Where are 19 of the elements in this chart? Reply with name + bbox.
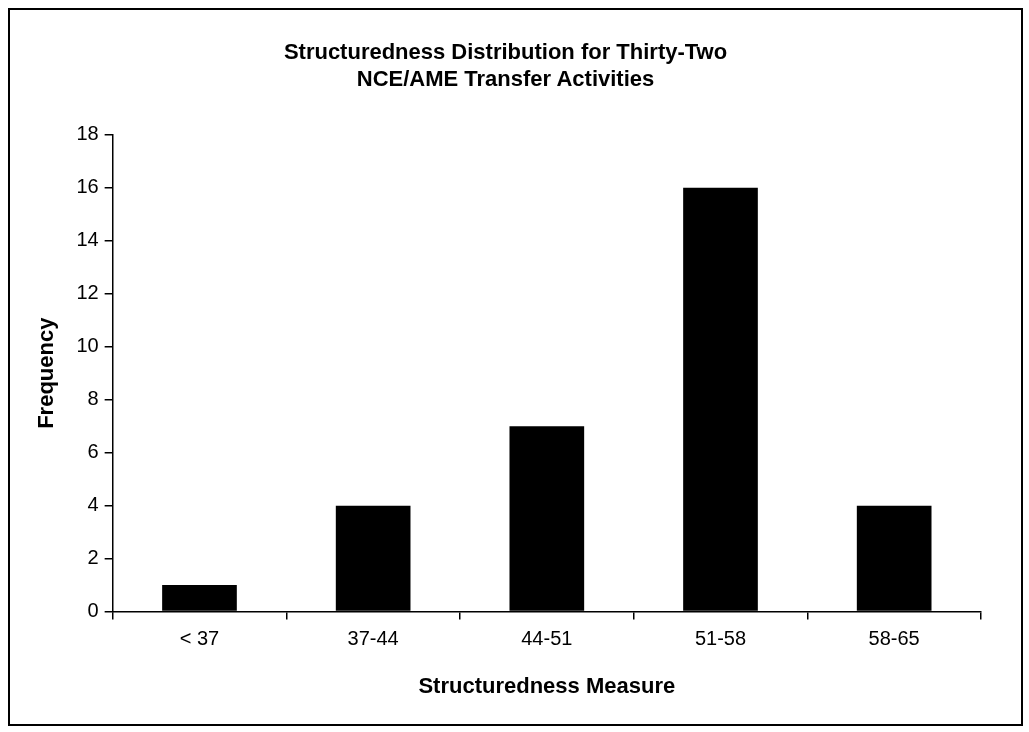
y-tick-label: 16 xyxy=(76,175,99,198)
y-tick-label: 12 xyxy=(76,281,99,304)
y-tick-label: 4 xyxy=(87,493,99,516)
y-tick-label: 8 xyxy=(87,387,99,410)
text: Structuredness Distribution for Thirty-Two xyxy=(283,39,728,65)
y-tick-label: 0 xyxy=(87,599,99,622)
x-tick-label: < 37 xyxy=(179,627,220,650)
y-tick-label: 6 xyxy=(87,440,99,463)
x-tick-label: 37-44 xyxy=(347,627,399,650)
y-axis-title: Frequency xyxy=(33,316,59,429)
x-tick-label: 51-58 xyxy=(694,627,747,650)
x-tick-label: 44-51 xyxy=(521,627,573,650)
text: NCE/AME Transfer Activities xyxy=(356,65,655,91)
y-tick-label: 14 xyxy=(76,228,99,251)
x-axis-title: Structuredness Measure xyxy=(418,672,676,698)
x-tick-label: 58-65 xyxy=(868,627,920,650)
y-tick-label: 18 xyxy=(76,122,99,145)
y-tick-label: 10 xyxy=(76,334,99,357)
y-tick-label: 2 xyxy=(87,546,99,569)
